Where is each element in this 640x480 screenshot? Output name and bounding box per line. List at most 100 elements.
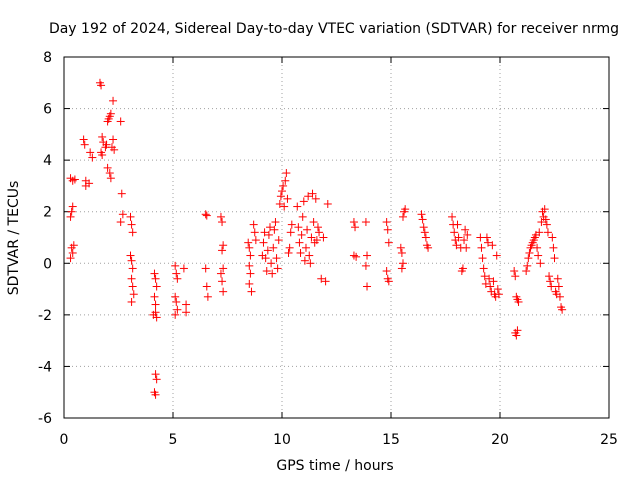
- data-point: [269, 243, 278, 252]
- data-point: [262, 267, 271, 276]
- y-tick-label: 2: [43, 205, 52, 221]
- data-point: [398, 212, 407, 221]
- data-point: [541, 215, 550, 224]
- data-point: [201, 264, 210, 273]
- data-point: [246, 269, 255, 278]
- data-point: [463, 230, 472, 239]
- data-point: [97, 81, 106, 90]
- data-point: [68, 248, 77, 257]
- data-point: [524, 254, 533, 263]
- data-point: [182, 308, 191, 317]
- x-tick-label: 25: [600, 432, 618, 448]
- data-point: [417, 210, 426, 219]
- data-point: [452, 241, 461, 250]
- data-point: [481, 279, 490, 288]
- data-point: [536, 259, 545, 268]
- data-point: [294, 223, 303, 232]
- data-point: [349, 251, 358, 260]
- data-point: [285, 243, 294, 252]
- data-point: [462, 243, 471, 252]
- data-point: [382, 218, 391, 227]
- data-point: [280, 202, 289, 211]
- data-point: [363, 251, 372, 260]
- data-point: [523, 261, 532, 270]
- data-point: [278, 187, 286, 196]
- data-point: [296, 248, 305, 257]
- data-point: [127, 220, 136, 229]
- data-point: [69, 241, 78, 250]
- x-tick-label: 15: [382, 432, 400, 448]
- data-point: [300, 256, 309, 265]
- data-point: [68, 202, 77, 211]
- data-point: [272, 254, 281, 263]
- data-point: [382, 267, 391, 276]
- data-point: [286, 228, 295, 237]
- data-point: [88, 153, 97, 162]
- data-point: [281, 176, 290, 185]
- data-point: [450, 228, 459, 237]
- data-point: [297, 230, 306, 239]
- data-point: [270, 225, 279, 234]
- data-point: [116, 117, 125, 126]
- data-point: [116, 218, 125, 227]
- data-point: [85, 179, 94, 188]
- data-point: [172, 269, 181, 278]
- data-point: [488, 241, 497, 250]
- data-point: [149, 310, 158, 319]
- data-point: [493, 285, 502, 294]
- data-point: [173, 305, 182, 314]
- data-point: [396, 243, 405, 252]
- data-point: [550, 254, 559, 263]
- data-point: [66, 254, 75, 263]
- chart-title: Day 192 of 2024, Sidereal Day-to-day VTE…: [49, 21, 619, 37]
- data-point: [151, 390, 160, 399]
- data-point: [549, 243, 558, 252]
- data-point: [458, 264, 467, 273]
- data-point: [419, 223, 428, 232]
- data-point: [448, 212, 457, 221]
- data-point: [219, 264, 228, 273]
- data-point: [313, 223, 322, 232]
- y-tick-label: -2: [38, 308, 52, 324]
- data-point: [287, 220, 296, 229]
- data-point: [216, 269, 225, 278]
- data-point: [151, 274, 160, 283]
- data-point: [127, 297, 136, 306]
- data-point: [126, 251, 135, 260]
- y-axis-label: SDTVAR / TECUs: [6, 181, 22, 296]
- data-point: [66, 212, 75, 221]
- data-point: [128, 264, 137, 273]
- data-point: [118, 210, 127, 219]
- data-point: [129, 290, 138, 299]
- data-point: [244, 238, 253, 247]
- data-point: [307, 233, 316, 242]
- data-point: [284, 248, 293, 257]
- data-point: [553, 274, 562, 283]
- data-point: [309, 218, 318, 227]
- data-point: [494, 290, 503, 299]
- data-point: [492, 251, 501, 260]
- data-point: [106, 109, 115, 118]
- data-point: [482, 233, 491, 242]
- data-point: [303, 225, 312, 234]
- data-point: [555, 292, 564, 301]
- data-point: [486, 282, 495, 291]
- data-point: [251, 236, 260, 245]
- data-point: [513, 326, 522, 335]
- data-point: [171, 292, 180, 301]
- data-point: [477, 243, 486, 252]
- data-point: [202, 211, 211, 220]
- plot-frame: [63, 56, 610, 419]
- data-point: [152, 282, 161, 291]
- data-point: [308, 189, 317, 198]
- data-point: [98, 150, 107, 159]
- data-point: [398, 259, 407, 268]
- data-point: [127, 256, 136, 265]
- data-point: [173, 274, 182, 283]
- data-point: [301, 243, 310, 252]
- y-tick-label: 8: [43, 50, 52, 66]
- data-point: [268, 269, 277, 278]
- data-point: [420, 228, 429, 237]
- data-point: [171, 310, 180, 319]
- data-point: [361, 218, 370, 227]
